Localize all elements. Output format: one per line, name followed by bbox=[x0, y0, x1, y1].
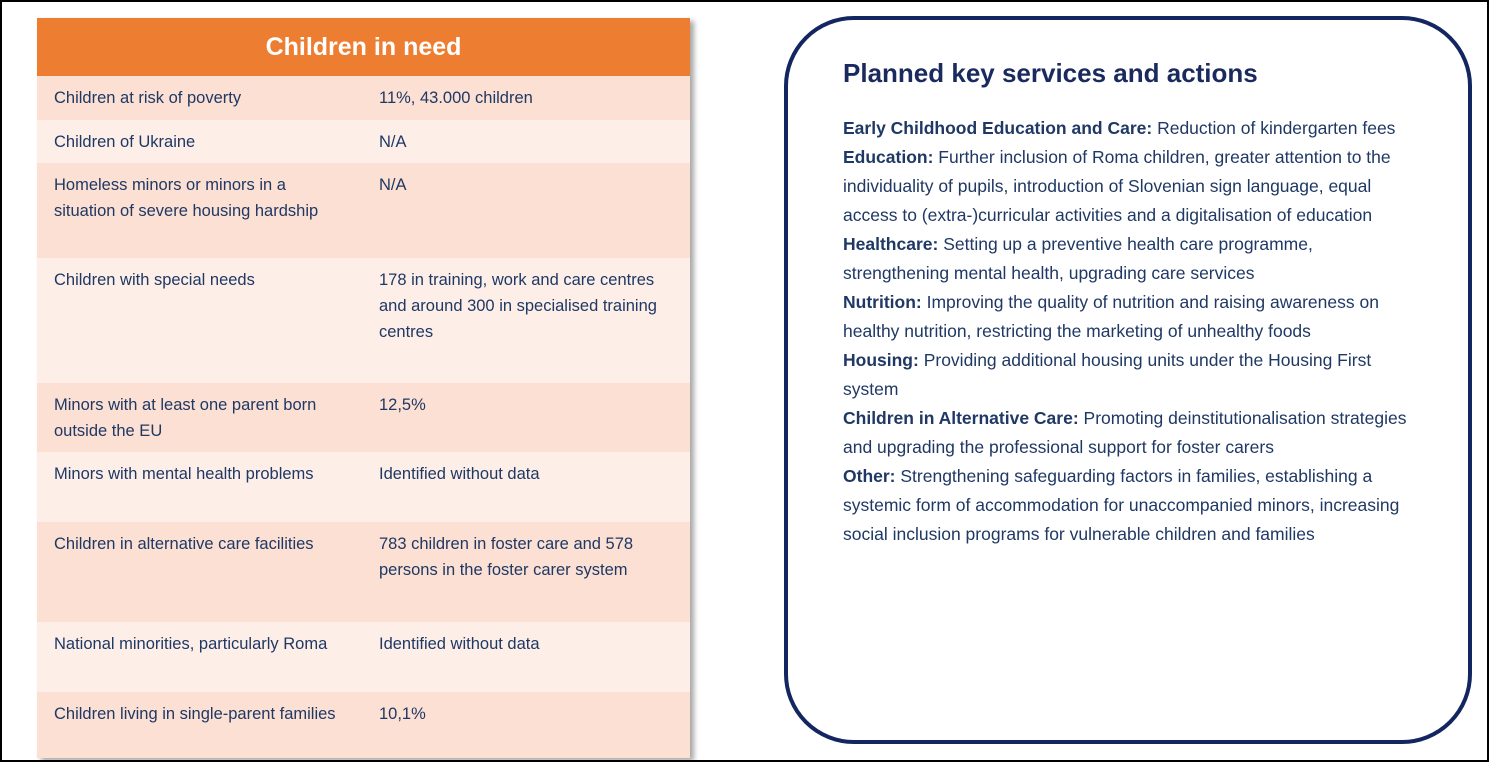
table: Children in need Children at risk of pov… bbox=[37, 18, 690, 758]
panel-item: Children in Alternative Care: Promoting … bbox=[843, 404, 1418, 462]
panel-items: Early Childhood Education and Care: Redu… bbox=[843, 114, 1418, 549]
row-label: National minorities, particularly Roma bbox=[54, 635, 328, 653]
item-heading: Children in Alternative Care: bbox=[843, 408, 1079, 428]
table-header: Children in need bbox=[37, 18, 690, 76]
row-label: Children of Ukraine bbox=[54, 133, 196, 151]
panel-item: Healthcare: Setting up a preventive heal… bbox=[843, 230, 1418, 288]
table-row: Homeless minors or minors in a situation… bbox=[37, 163, 690, 258]
table-row: National minorities, particularly Roma Id… bbox=[37, 622, 690, 692]
table-row: Children of Ukraine N/A bbox=[37, 120, 690, 163]
table-row: Minors with at least one parent born out… bbox=[37, 383, 690, 452]
item-text: Further inclusion of Roma children, grea… bbox=[843, 147, 1391, 225]
row-value: N/A bbox=[379, 133, 407, 151]
item-heading: Other: bbox=[843, 466, 896, 486]
panel-item: Other: Strengthening safeguarding factor… bbox=[843, 462, 1418, 549]
item-text: Reduction of kindergarten fees bbox=[1157, 118, 1396, 138]
row-label: Minors with mental health problems bbox=[54, 465, 314, 483]
row-label: Children living in single-parent familie… bbox=[54, 705, 336, 723]
row-label: Children at risk of poverty bbox=[54, 89, 242, 107]
panel: Planned key services and actions Early C… bbox=[784, 16, 1472, 744]
row-label: Homeless minors or minors in a situation… bbox=[54, 176, 319, 220]
item-text: Strengthening safeguarding factors in fa… bbox=[843, 466, 1400, 544]
row-value: 178 in training, work and care centres a… bbox=[379, 271, 657, 341]
table-row: Children in alternative care facilities 7… bbox=[37, 522, 690, 622]
row-value: 783 children in foster care and 578 pers… bbox=[379, 535, 634, 579]
item-text: Providing additional housing units under… bbox=[843, 350, 1372, 399]
table-row: Children living in single-parent familie… bbox=[37, 692, 690, 758]
row-value: 10,1% bbox=[379, 705, 426, 723]
row-value: Identified without data bbox=[379, 635, 540, 653]
panel-item: Nutrition: Improving the quality of nutr… bbox=[843, 288, 1418, 346]
item-heading: Education: bbox=[843, 147, 934, 167]
item-text: Setting up a preventive health care prog… bbox=[843, 234, 1313, 283]
table-row: Children at risk of poverty 11%, 43.000 c… bbox=[37, 76, 690, 120]
row-value: N/A bbox=[379, 176, 407, 194]
panel-title: Planned key services and actions bbox=[843, 58, 1258, 88]
item-heading: Early Childhood Education and Care: bbox=[843, 118, 1153, 138]
row-label: Children in alternative care facilities bbox=[54, 535, 314, 553]
item-text: Improving the quality of nutrition and r… bbox=[843, 292, 1379, 341]
panel-item: Housing: Providing additional housing un… bbox=[843, 346, 1418, 404]
panel-item: Education: Further inclusion of Roma chi… bbox=[843, 143, 1418, 230]
panel-item: Early Childhood Education and Care: Redu… bbox=[843, 114, 1418, 143]
item-heading: Nutrition: bbox=[843, 292, 922, 312]
row-label: Minors with at least one parent born out… bbox=[54, 396, 317, 440]
item-heading: Healthcare: bbox=[843, 234, 939, 254]
table-row: Minors with mental health problems Identi… bbox=[37, 452, 690, 522]
item-heading: Housing: bbox=[843, 350, 919, 370]
row-value: Identified without data bbox=[379, 465, 540, 483]
row-value: 12,5% bbox=[379, 396, 426, 414]
row-value: 11%, 43.000 children bbox=[379, 89, 533, 107]
table-body: Children at risk of poverty 11%, 43.000 c… bbox=[37, 76, 690, 758]
row-label: Children with special needs bbox=[54, 271, 255, 289]
table-row: Children with special needs 178 in traini… bbox=[37, 258, 690, 383]
item-text: Promoting deinstitutionalisation strateg… bbox=[843, 408, 1407, 457]
